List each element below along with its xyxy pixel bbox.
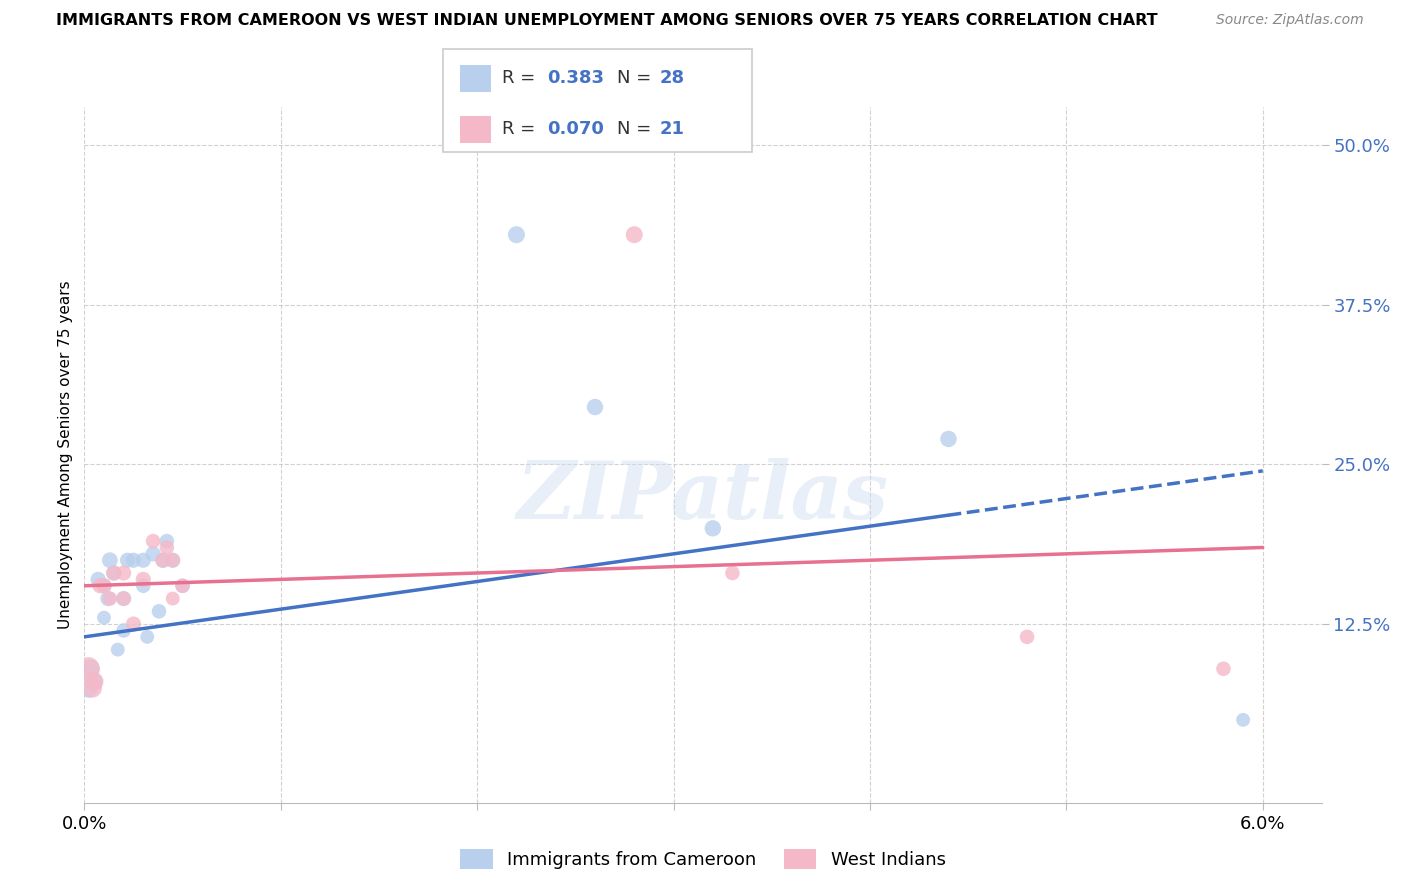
Point xyxy=(112,566,135,580)
Text: 21: 21 xyxy=(659,120,685,138)
Point xyxy=(505,227,527,242)
Text: 0.383: 0.383 xyxy=(547,69,605,87)
Y-axis label: Unemployment Among Seniors over 75 years: Unemployment Among Seniors over 75 years xyxy=(58,281,73,629)
Text: N =: N = xyxy=(617,69,657,87)
Point xyxy=(132,573,155,587)
Point xyxy=(122,553,145,567)
Point xyxy=(93,579,115,593)
Point xyxy=(136,630,159,644)
Point xyxy=(98,553,121,567)
Point xyxy=(162,553,184,567)
Point xyxy=(162,553,184,567)
Point xyxy=(117,553,139,567)
Text: R =: R = xyxy=(502,120,541,138)
Text: 0.070: 0.070 xyxy=(547,120,603,138)
Text: ZIPatlas: ZIPatlas xyxy=(517,458,889,535)
Point xyxy=(77,681,100,695)
Point xyxy=(156,541,179,555)
Point xyxy=(152,553,174,567)
Point xyxy=(1015,630,1038,644)
Point xyxy=(152,553,174,567)
Point xyxy=(87,573,110,587)
Point xyxy=(132,579,155,593)
Point xyxy=(1232,713,1254,727)
Point xyxy=(148,604,170,618)
Point xyxy=(93,579,115,593)
Point xyxy=(112,591,135,606)
Legend: Immigrants from Cameroon, West Indians: Immigrants from Cameroon, West Indians xyxy=(451,839,955,879)
Point xyxy=(172,579,194,593)
Point xyxy=(83,674,105,689)
Point xyxy=(79,662,101,676)
Point xyxy=(1212,662,1234,676)
Point xyxy=(112,591,135,606)
Point xyxy=(583,400,606,414)
Point xyxy=(97,591,120,606)
Point xyxy=(132,553,155,567)
Point xyxy=(83,674,105,689)
Text: 28: 28 xyxy=(659,69,685,87)
Text: IMMIGRANTS FROM CAMEROON VS WEST INDIAN UNEMPLOYMENT AMONG SENIORS OVER 75 YEARS: IMMIGRANTS FROM CAMEROON VS WEST INDIAN … xyxy=(56,13,1159,29)
Text: N =: N = xyxy=(617,120,657,138)
Point xyxy=(162,591,184,606)
Point xyxy=(89,579,111,593)
Text: R =: R = xyxy=(502,69,541,87)
Point xyxy=(938,432,960,446)
Point xyxy=(702,521,724,535)
Point xyxy=(156,534,179,549)
Point xyxy=(142,547,165,561)
Point xyxy=(107,642,129,657)
Point xyxy=(77,662,100,676)
Point xyxy=(98,591,121,606)
Point xyxy=(721,566,744,580)
Point xyxy=(112,624,135,638)
Point xyxy=(623,227,645,242)
Text: Source: ZipAtlas.com: Source: ZipAtlas.com xyxy=(1216,13,1364,28)
Point xyxy=(142,534,165,549)
Point xyxy=(103,566,125,580)
Point xyxy=(172,579,194,593)
Point xyxy=(122,617,145,632)
Point xyxy=(82,681,104,695)
Point xyxy=(103,566,125,580)
Point xyxy=(93,610,115,624)
